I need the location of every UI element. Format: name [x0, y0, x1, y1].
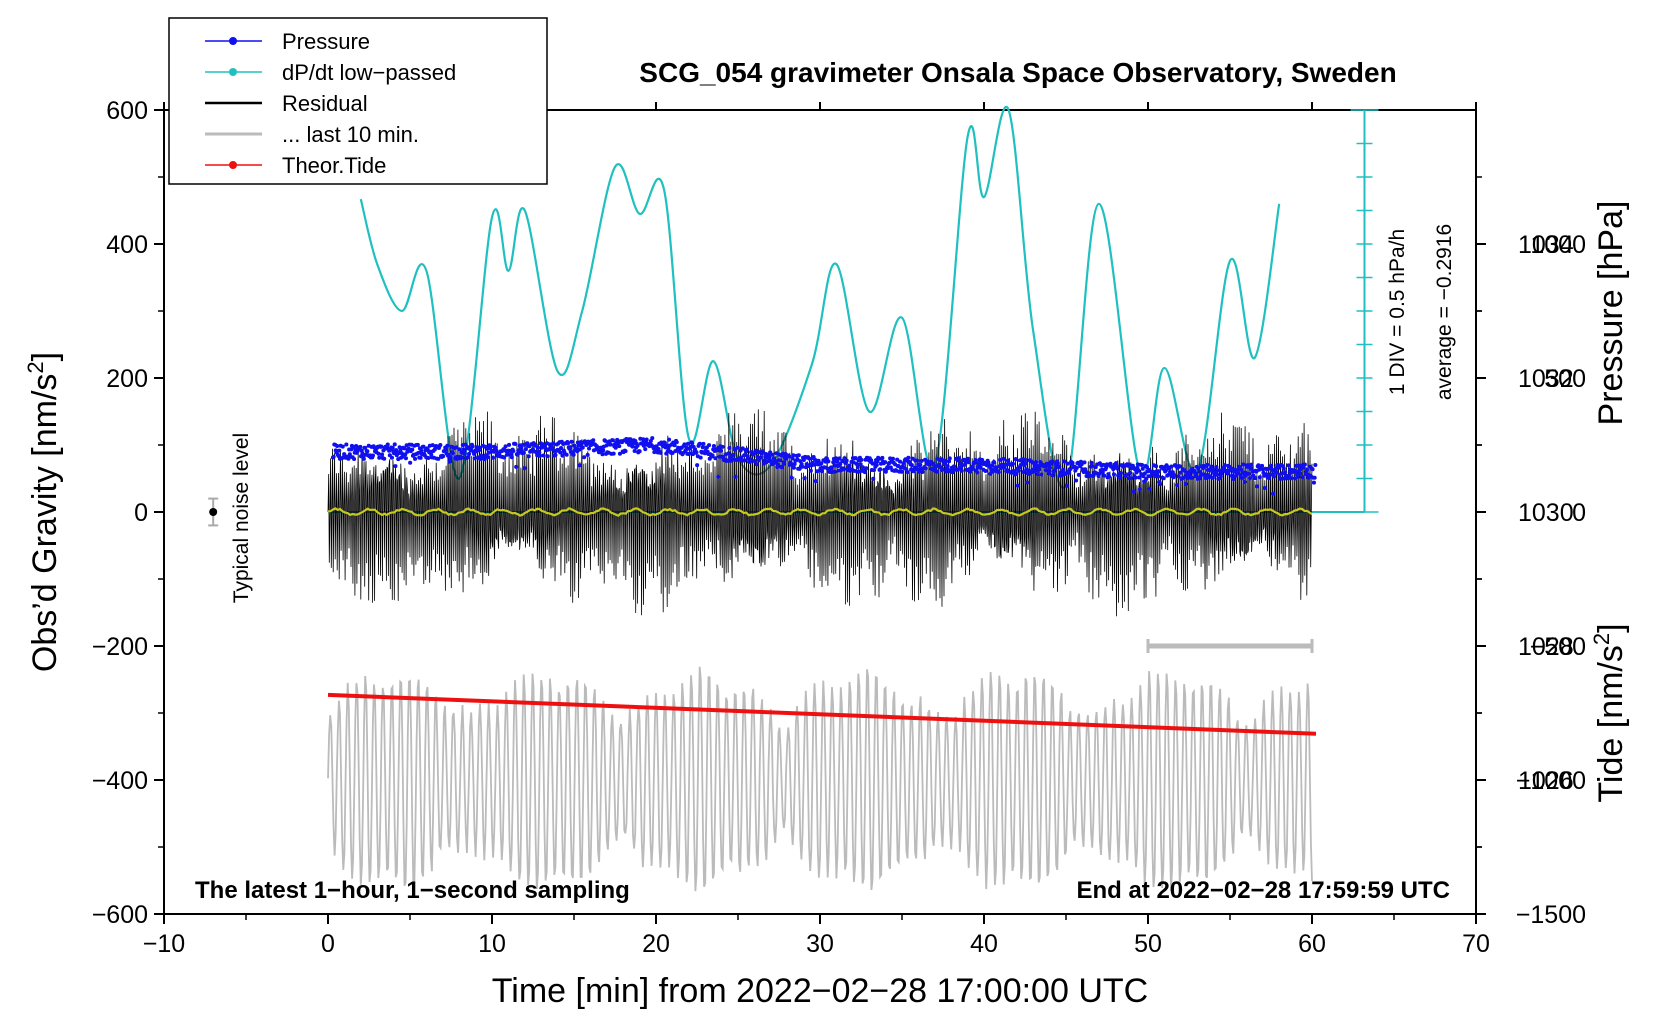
legend-label: dP/dt low−passed — [282, 60, 456, 85]
legend: Pressure dP/dt low−passed Residual ... last… — [168, 17, 548, 185]
x-tick-label: 70 — [1462, 930, 1490, 958]
y-left-axis-ticks: 600 400 200 0 −200 −400 −600 — [92, 97, 164, 929]
legend-marker — [229, 68, 237, 76]
footer-left-note: The latest 1−hour, 1−second sampling — [195, 877, 630, 904]
pressure-axis-ticks: 1026 1028 1030 1032 1034 — [1476, 176, 1574, 848]
pressure-tick-label: 1026 — [1518, 767, 1574, 795]
gray-oscillation-line — [327, 666, 1313, 892]
x-tick-label: 40 — [970, 930, 998, 958]
y-left-axis-label-sup: 2 — [23, 361, 48, 373]
dpdt-line — [359, 105, 1281, 489]
average-note: average = −0.2916 — [1433, 224, 1456, 400]
pressure-trace — [330, 436, 1318, 496]
noise-level-label: Typical noise level — [230, 433, 253, 603]
legend-marker — [229, 161, 237, 169]
x-tick-label: 50 — [1134, 930, 1162, 958]
chart-title: SCG_054 gravimeter Onsala Space Observat… — [639, 57, 1396, 88]
pressure-tick-label: 1028 — [1518, 633, 1574, 661]
x-tick-label: 30 — [806, 930, 834, 958]
residual-line — [327, 409, 1313, 617]
dpdt-trace — [359, 105, 1281, 489]
filtered-line — [327, 507, 1313, 517]
legend-label: Theor.Tide — [282, 153, 386, 178]
legend-label: Residual — [282, 91, 368, 116]
x-tick-label: 60 — [1298, 930, 1326, 958]
residual-trace — [327, 409, 1313, 617]
tide-tick-label: −1000 — [1516, 767, 1586, 795]
y-left-tick-label: 0 — [134, 499, 148, 527]
tide-axis-label-sup: 2 — [1589, 633, 1614, 645]
tide-tick-label: −1500 — [1516, 901, 1586, 929]
x-tick-label: 0 — [321, 930, 335, 958]
tide-tick-label: −500 — [1530, 633, 1586, 661]
noise-level-bar — [208, 497, 219, 527]
tide-tick-label: 1000 — [1530, 231, 1586, 259]
x-tick-label: −10 — [143, 930, 185, 958]
y-left-tick-label: −400 — [92, 767, 148, 795]
tide-tick-label: 500 — [1544, 365, 1586, 393]
y-left-tick-label: 200 — [106, 365, 148, 393]
legend-marker — [229, 37, 237, 45]
y-left-tick-label: −600 — [92, 901, 148, 929]
pressure-dots — [330, 436, 1318, 496]
theor-tide-trace — [327, 692, 1317, 736]
noise-bar-dot — [209, 508, 218, 516]
last10-bar — [1146, 639, 1314, 653]
y-left-tick-label: 400 — [106, 231, 148, 259]
pressure-tick-label: 1034 — [1518, 231, 1574, 259]
legend-box — [168, 17, 548, 185]
legend-label: ... last 10 min. — [282, 122, 419, 147]
tide-line — [327, 692, 1317, 736]
legend-label: Pressure — [282, 29, 370, 54]
pressure-tick-label: 1032 — [1518, 365, 1574, 393]
y-left-tick-label: 600 — [106, 97, 148, 125]
pressure-scale-ruler — [1350, 109, 1379, 513]
x-tick-label: 20 — [642, 930, 670, 958]
pressure-tick-label: 1030 — [1518, 499, 1574, 527]
tide-axis-ticks: 1000 500 0 −500 −1000 −1500 — [1476, 231, 1586, 929]
x-tick-label: 10 — [478, 930, 506, 958]
x-axis-ticks: −10 0 10 20 30 40 50 60 70 — [143, 102, 1490, 958]
y-left-axis-label: Obs’d Gravity [nm/s2] — [23, 352, 64, 672]
x-axis-label: Time [min] from 2022−02−28 17:00:00 UTC — [492, 972, 1148, 1010]
pressure-axis-label: Pressure [hPa] — [1592, 201, 1630, 426]
filtered-residual-trace — [327, 507, 1313, 517]
footer-right-note: End at 2022−02−28 17:59:59 UTC — [1076, 877, 1450, 904]
tide-axis-label: Tide [nm/s2] — [1589, 623, 1630, 802]
scale-note: 1 DIV = 0.5 hPa/h — [1386, 229, 1409, 395]
tide-tick-label: 0 — [1572, 499, 1586, 527]
last10-trace — [327, 666, 1313, 892]
y-left-tick-label: −200 — [92, 633, 148, 661]
